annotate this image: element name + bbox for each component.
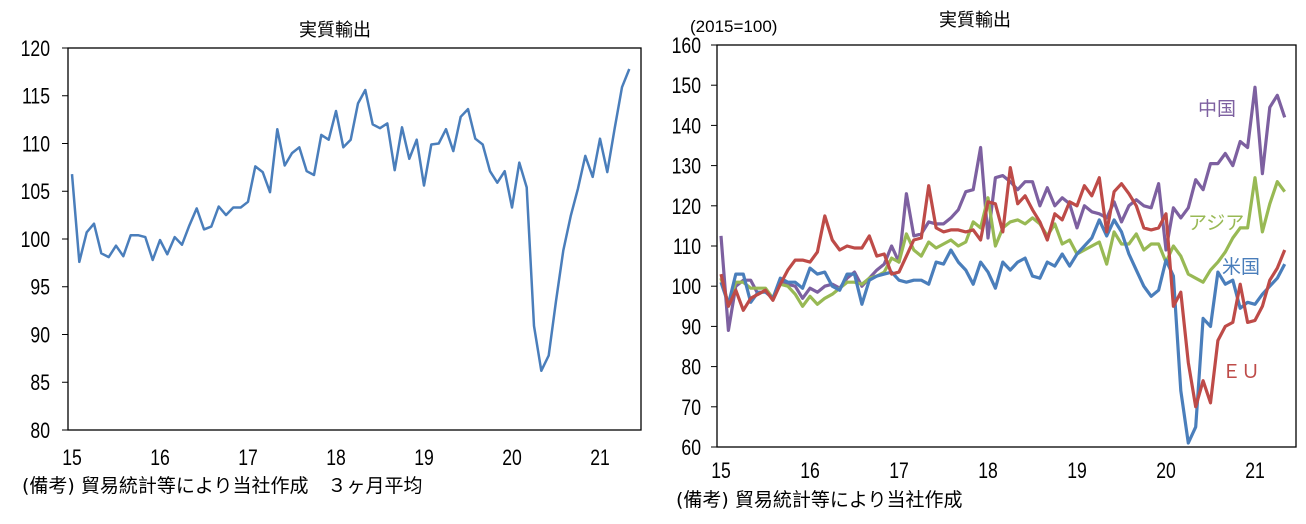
right-footnote: (備考) 貿易統計等により当社作成 [676, 489, 963, 511]
y-tick-label: 105 [21, 180, 50, 204]
x-tick-label: 17 [238, 446, 258, 470]
series-label: アジア [1188, 212, 1244, 234]
x-tick-label: 16 [150, 446, 170, 470]
y-tick-label: 110 [673, 235, 701, 259]
chart-right: 実質輸出 (2015=100) 60 70 80 90 100 110 120 130 140 150… [672, 10, 1297, 484]
y-tick-label: 160 [672, 34, 701, 58]
y-tick-label: 120 [672, 195, 701, 219]
left-footnote: (備考) 貿易統計等により当社作成 ３ヶ月平均 [22, 475, 423, 497]
series-line-4 [719, 166, 1287, 409]
y-tick-label: 100 [672, 275, 701, 299]
x-tick-label: 19 [414, 446, 434, 470]
y-tick-label: 115 [22, 85, 50, 109]
x-tick-label: 16 [800, 459, 820, 483]
y-tick-label: 150 [672, 74, 701, 98]
x-tick-label: 15 [711, 459, 731, 483]
chart-title: 実質輸出 [299, 20, 371, 40]
y-tick-label: 90 [30, 324, 50, 348]
x-tick-label: 17 [889, 459, 909, 483]
x-tick-label: 21 [1245, 459, 1265, 483]
y-tick-label: 95 [30, 276, 50, 300]
chart-title: 実質輸出 [939, 10, 1011, 30]
unit-note: (2015=100) [690, 17, 777, 36]
series-line-1 [70, 68, 631, 373]
series-label: ＥＵ [1222, 361, 1260, 383]
y-tick-label: 120 [21, 37, 50, 61]
y-tick-label: 130 [672, 155, 701, 179]
chart-left: 実質輸出 80 85 90 95 100 105 110 115 120 15 16 17 18 19 20 2… [21, 20, 642, 471]
x-tick-label: 20 [502, 446, 522, 470]
y-tick-label: 100 [21, 228, 50, 252]
x-tick-label: 18 [978, 459, 998, 483]
x-tick-label: 21 [590, 446, 610, 470]
x-tick-label: 15 [62, 446, 82, 470]
series-line-2 [719, 176, 1286, 308]
y-tick-label: 90 [681, 316, 701, 340]
y-tick-label: 80 [681, 356, 701, 380]
x-tick-label: 19 [1067, 459, 1087, 483]
y-tick-label: 140 [672, 115, 701, 139]
y-tick-label: 80 [30, 419, 50, 443]
x-tick-label: 20 [1156, 459, 1176, 483]
y-tick-label: 110 [22, 133, 50, 157]
y-tick-label: 70 [681, 396, 701, 420]
y-tick-label: 60 [681, 436, 701, 460]
series-line-1 [719, 85, 1287, 332]
series-label: 米国 [1222, 256, 1260, 278]
x-tick-label: 18 [326, 446, 346, 470]
plot-frame [67, 47, 642, 431]
series-label: 中国 [1198, 98, 1236, 120]
y-tick-label: 85 [30, 371, 50, 395]
series-line-3 [719, 218, 1287, 445]
